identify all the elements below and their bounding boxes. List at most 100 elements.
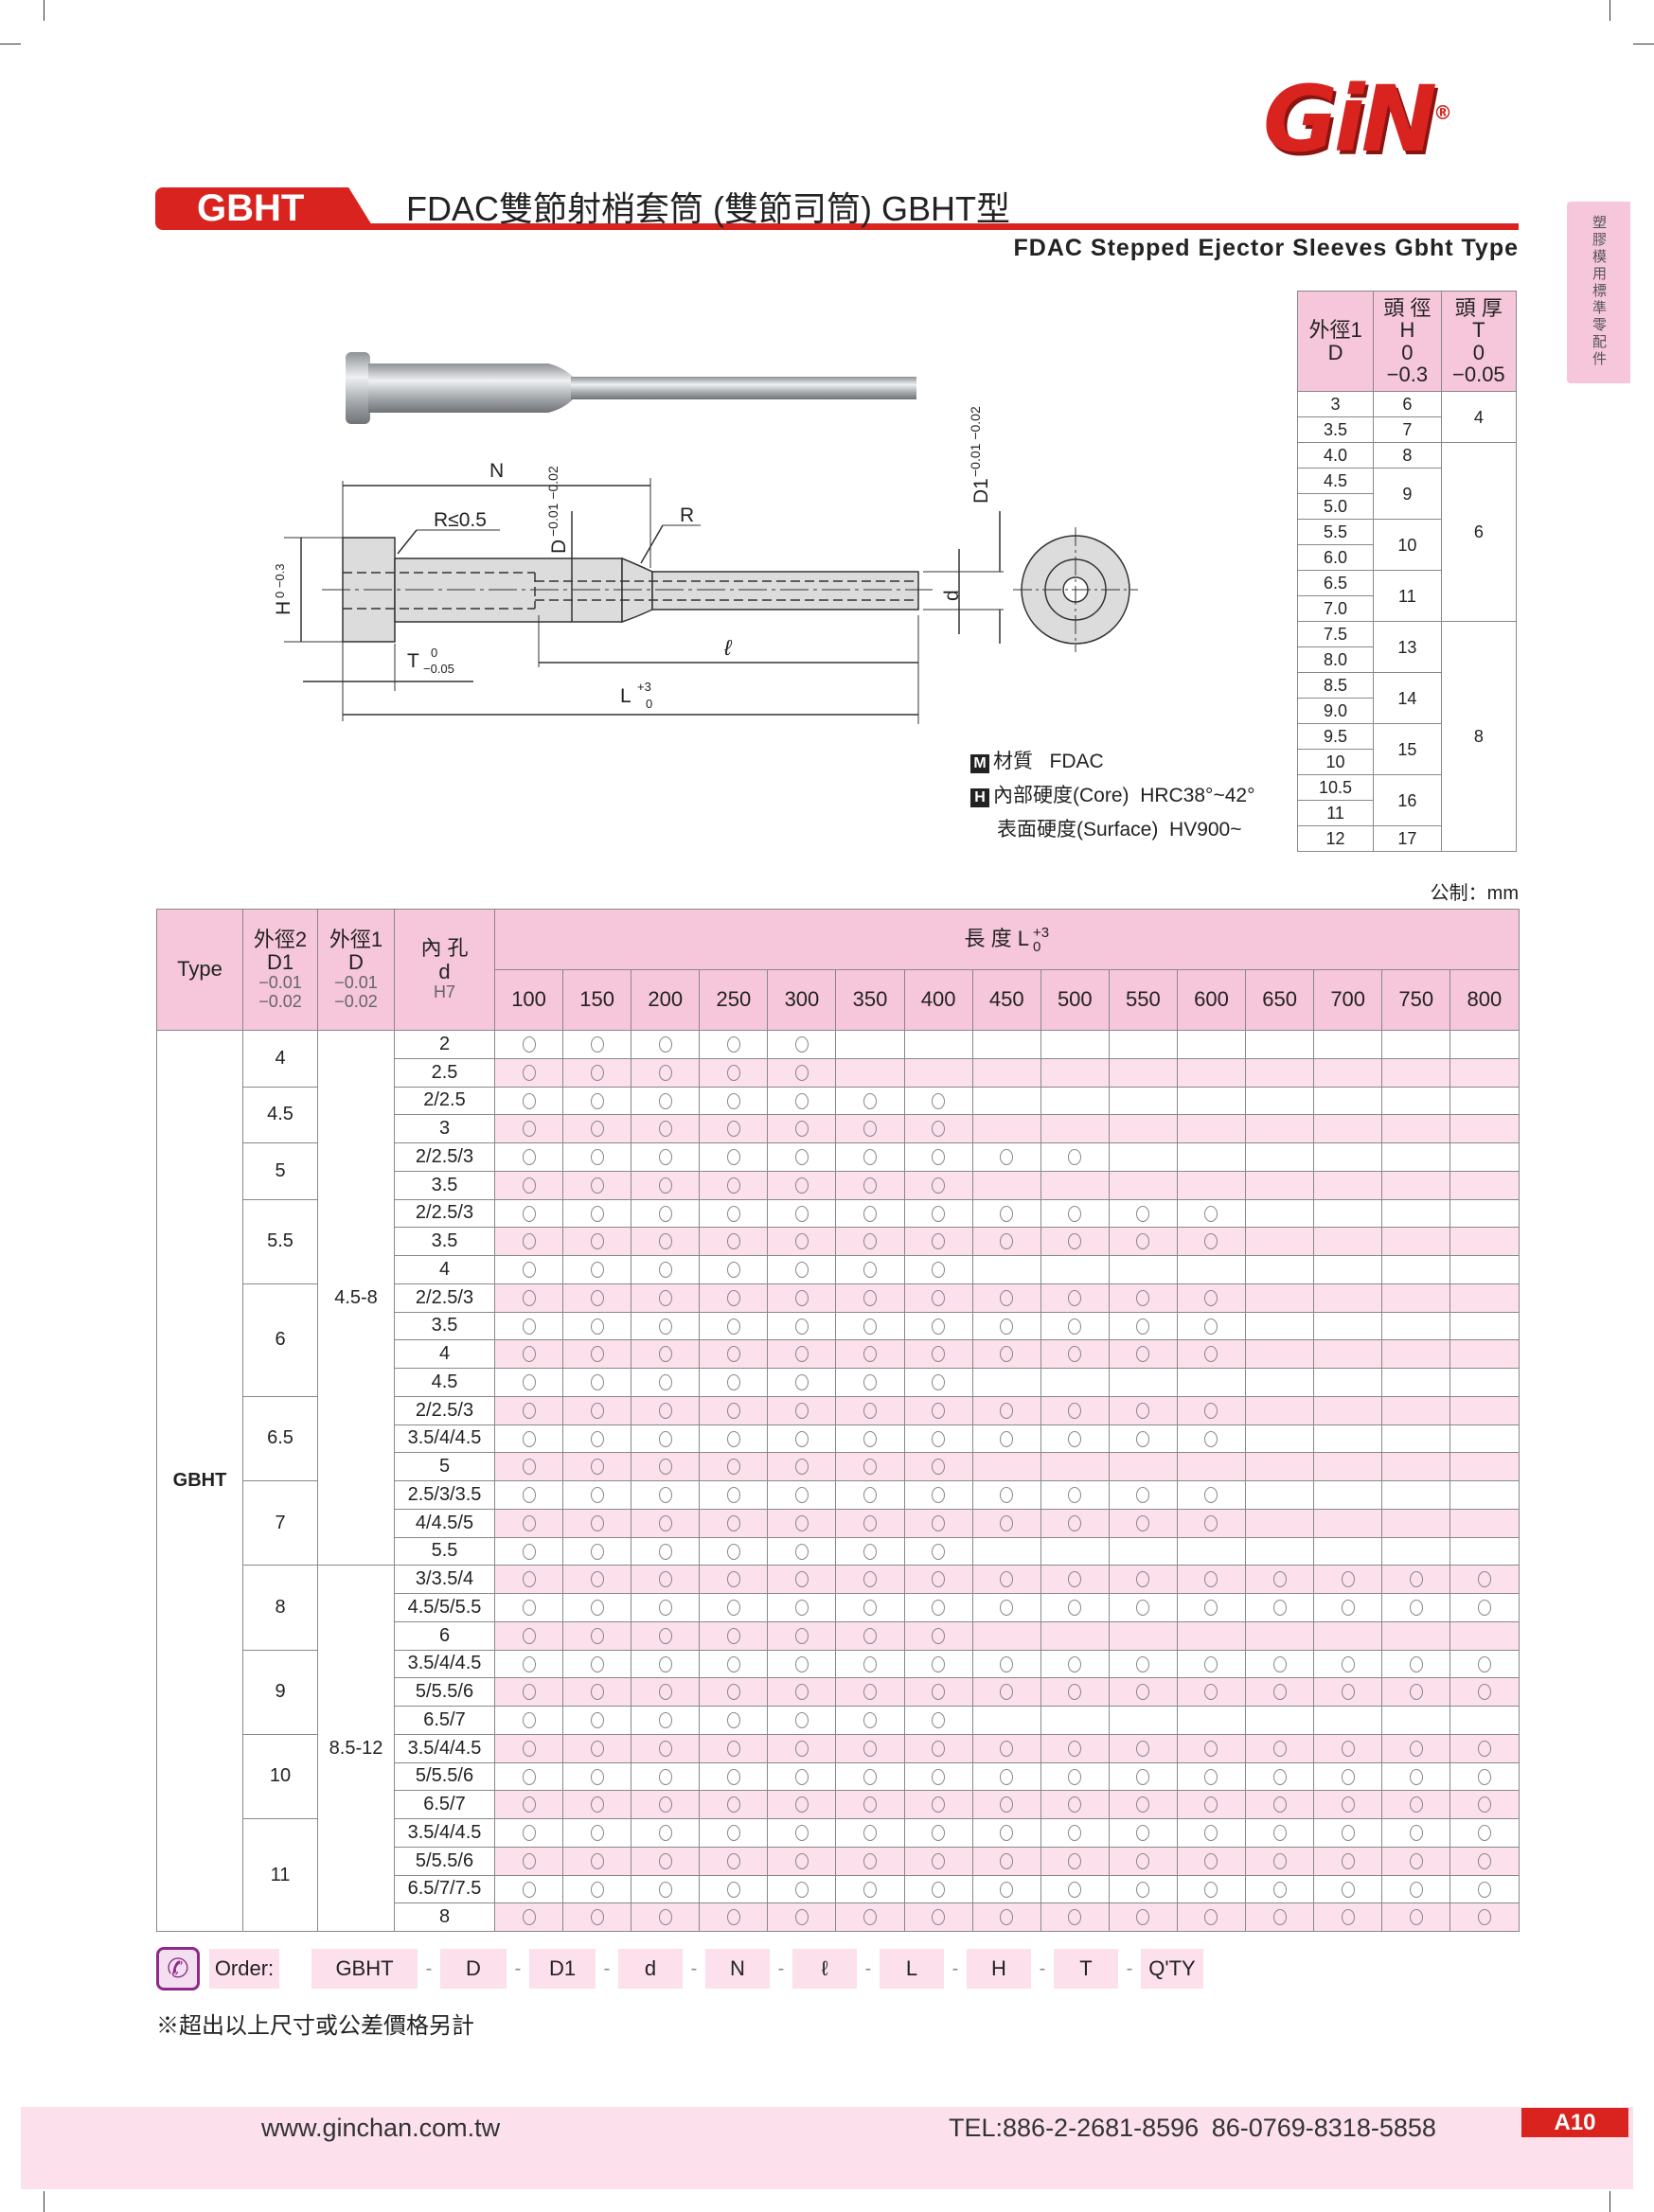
size-table-row: 7.5 13 8 (1296, 621, 1518, 852)
available-mark-icon (1068, 1233, 1082, 1250)
availability-cell (1176, 1846, 1247, 1876)
availability-cell (1108, 1452, 1178, 1481)
availability-cell (1381, 1508, 1451, 1538)
available-mark-icon (932, 1092, 946, 1109)
available-mark-icon (863, 1655, 878, 1672)
availability-cell (835, 1255, 905, 1284)
availability-cell (767, 1790, 837, 1819)
availability-cell (767, 1114, 837, 1143)
hole-cell: 2.5 (394, 1057, 495, 1088)
available-mark-icon (522, 1600, 536, 1617)
availability-cell (835, 1395, 905, 1425)
availability-cell (699, 1339, 769, 1369)
available-mark-icon (863, 1740, 878, 1757)
availability-cell (1176, 1424, 1247, 1454)
header-line: D (1327, 340, 1343, 364)
hole-cell: 2/2.5/3 (394, 1198, 495, 1229)
available-mark-icon (726, 1036, 740, 1053)
availability-cell (1449, 1424, 1520, 1454)
availability-cell (631, 1874, 701, 1904)
available-mark-icon (1000, 1881, 1014, 1898)
dim-R: R (680, 504, 694, 526)
available-mark-icon (932, 1402, 946, 1419)
availability-cell (562, 1283, 632, 1313)
available-mark-icon (1000, 1684, 1014, 1701)
available-mark-icon (522, 1177, 536, 1194)
availability-cell (1245, 1030, 1315, 1059)
available-mark-icon (522, 1796, 536, 1814)
dim-R-small: R≤0.5 (434, 509, 487, 531)
availability-cell (1040, 1733, 1110, 1763)
table-row: 3.5 (157, 1170, 1520, 1200)
availability-cell (493, 1424, 564, 1454)
phone-icon: ✆ (156, 1947, 200, 1991)
available-mark-icon (932, 1318, 946, 1335)
availability-cell (1176, 1593, 1247, 1622)
availability-cell (903, 1508, 973, 1538)
availability-cell (903, 1395, 973, 1425)
available-mark-icon (932, 1684, 946, 1701)
available-mark-icon (1204, 1655, 1218, 1672)
available-mark-icon (1068, 1600, 1082, 1617)
availability-cell (1108, 1170, 1178, 1200)
header-line: 0 (1401, 340, 1414, 364)
availability-cell (1313, 1790, 1383, 1819)
availability-cell (1449, 1142, 1520, 1172)
side-tab[interactable]: 塑膠模用標準零配件 (1567, 202, 1630, 383)
available-mark-icon (863, 1909, 878, 1926)
order-separator: - (514, 1957, 522, 1979)
availability-cell (1040, 1395, 1110, 1425)
tolerance: −0.02 (258, 991, 302, 1011)
availability-cell (493, 1339, 564, 1369)
available-mark-icon (794, 1712, 809, 1729)
availability-cell (1108, 1395, 1178, 1425)
availability-cell (631, 1620, 701, 1651)
availability-cell (562, 1536, 632, 1566)
availability-cell (699, 1255, 769, 1284)
available-mark-icon (932, 1712, 946, 1729)
availability-cell (631, 1424, 701, 1454)
availability-cell (1381, 1902, 1451, 1932)
available-mark-icon (726, 1346, 740, 1363)
availability-cell (1176, 1057, 1247, 1088)
availability-cell (493, 1761, 564, 1792)
available-mark-icon (1068, 1825, 1082, 1842)
availability-cell (1449, 1902, 1520, 1932)
availability-cell (1381, 1733, 1451, 1763)
available-mark-icon (1000, 1600, 1014, 1617)
availability-cell (1313, 1424, 1383, 1454)
availability-cell (1245, 1198, 1315, 1229)
availability-cell (1108, 1761, 1178, 1792)
availability-cell (1313, 1255, 1383, 1284)
availability-cell (971, 1706, 1041, 1735)
available-mark-icon (1341, 1655, 1355, 1672)
available-mark-icon (863, 1825, 878, 1842)
available-mark-icon (590, 1881, 604, 1898)
table-row: 5 (157, 1452, 1520, 1481)
header-line: 外徑2 (253, 927, 308, 951)
footer-website[interactable]: www.ginchan.com.tw (261, 2114, 501, 2142)
availability-cell (1313, 1593, 1383, 1622)
availability-cell (1176, 1311, 1247, 1341)
available-mark-icon (1204, 1205, 1218, 1222)
availability-cell (1313, 1706, 1383, 1735)
availability-cell (1449, 1677, 1520, 1707)
availability-cell (767, 1142, 837, 1172)
availability-cell (699, 1677, 769, 1707)
availability-cell (1245, 1283, 1315, 1313)
availability-cell (1108, 1142, 1178, 1172)
availability-cell (1313, 1227, 1383, 1256)
availability-cell (1381, 1565, 1451, 1594)
availability-cell (1108, 1565, 1178, 1594)
available-mark-icon (863, 1149, 878, 1166)
available-mark-icon (932, 1459, 946, 1476)
available-mark-icon (1204, 1600, 1218, 1617)
availability-cell (1108, 1620, 1178, 1651)
availability-cell (562, 1030, 632, 1059)
availability-cell (971, 1170, 1041, 1200)
availability-cell (699, 1057, 769, 1088)
availability-cell (699, 1874, 769, 1904)
hole-cell: 6.5/7/7.5 (394, 1874, 495, 1904)
availability-cell (835, 1368, 905, 1397)
